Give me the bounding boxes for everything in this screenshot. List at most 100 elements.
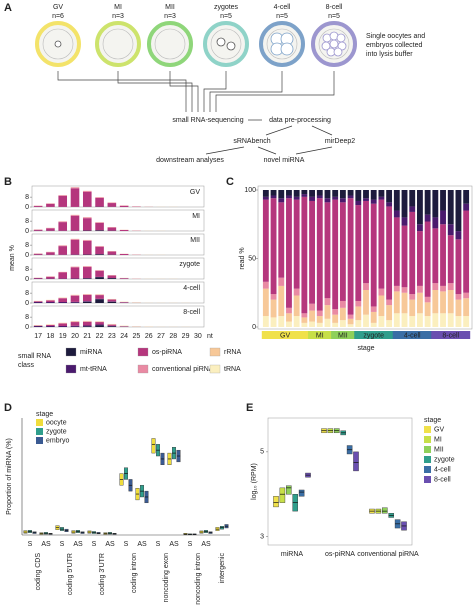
- x-axis-title: stage: [357, 345, 374, 352]
- bar-segment: [447, 313, 454, 327]
- bar-segment: [107, 203, 117, 207]
- bar-segment: [95, 325, 104, 327]
- bar-segment: [95, 322, 104, 325]
- box: [279, 487, 286, 503]
- x-tick-label: 22: [96, 333, 104, 340]
- nucleus: [54, 40, 62, 48]
- legend-swatch: [36, 419, 43, 426]
- stage-label: MI: [316, 332, 324, 339]
- bar-segment: [424, 221, 431, 297]
- stage-band: [361, 331, 371, 339]
- y-tick-label: 0: [25, 276, 29, 283]
- stage-band: [292, 331, 301, 339]
- panel-label: D: [4, 402, 12, 414]
- stage-band: [400, 331, 409, 339]
- bar-segment: [95, 197, 104, 198]
- region-label: intergenic: [219, 553, 226, 584]
- stage-label: GV: [280, 332, 290, 339]
- strand-label: AS: [73, 541, 83, 548]
- bar-segment: [386, 206, 393, 300]
- legend-swatch: [65, 364, 77, 374]
- bar-segment: [82, 191, 92, 207]
- stage-band: [354, 331, 363, 339]
- strand-label: AS: [169, 541, 179, 548]
- bar-segment: [393, 217, 400, 286]
- stage-band: [392, 331, 401, 339]
- bar-segment: [46, 203, 55, 207]
- bar-segment: [447, 235, 454, 284]
- box: [298, 489, 305, 497]
- cell-label: 4-cell: [274, 4, 291, 11]
- bar-segment: [440, 285, 446, 292]
- bar-segment: [409, 211, 416, 295]
- y-tick-label: 0: [25, 300, 29, 307]
- bar-segment: [278, 202, 285, 278]
- bar-segment: [316, 322, 323, 327]
- bar-segment: [455, 190, 462, 232]
- bar-segment: [386, 190, 393, 203]
- bar-segment: [309, 200, 316, 304]
- bar-segment: [58, 195, 68, 207]
- bar-segment: [95, 270, 104, 277]
- bar-segment: [46, 276, 55, 279]
- bar-segment: [95, 246, 104, 247]
- bar-segment: [301, 313, 308, 318]
- bar-segment: [301, 190, 308, 195]
- legend-swatch: [209, 347, 221, 357]
- panel-label: E: [246, 402, 253, 414]
- bar-segment: [309, 321, 316, 327]
- stage-band: [454, 331, 463, 339]
- bar-segment: [355, 320, 362, 327]
- legend-label: oocyte: [46, 419, 67, 426]
- y-tick-label: 0: [25, 204, 29, 211]
- bar-segment: [278, 277, 285, 286]
- bar-segment: [409, 299, 416, 317]
- y-axis-title: log₁₀ (RPM): [251, 463, 258, 500]
- bar-segment: [339, 320, 346, 327]
- y-tick-label: 8: [25, 242, 29, 249]
- bar-segment: [278, 316, 285, 327]
- caption: embryos collected: [366, 42, 423, 49]
- bar-segment: [463, 190, 470, 204]
- legend-title: stage: [36, 411, 53, 418]
- bar-segment: [447, 190, 454, 225]
- strand-label: S: [92, 541, 97, 548]
- bar-segment: [293, 199, 300, 289]
- cell-inner: [102, 28, 134, 60]
- bar-segment: [82, 266, 92, 268]
- y-tick-label: 100: [244, 187, 256, 194]
- bar-segment: [440, 224, 446, 286]
- bar-segment: [293, 190, 300, 197]
- bar-segment: [70, 267, 80, 279]
- x-tick-label: miRNA: [281, 551, 303, 558]
- bar-segment: [455, 294, 462, 300]
- legend-swatch: [137, 347, 149, 357]
- bar-segment: [440, 291, 446, 314]
- bar-segment: [293, 288, 300, 296]
- bar-segment: [378, 295, 385, 317]
- bar-segment: [278, 190, 285, 199]
- bar-segment: [324, 298, 331, 306]
- bar-segment: [347, 314, 354, 319]
- bar-segment: [107, 326, 117, 327]
- bar-segment: [262, 196, 269, 200]
- legend-label: MII: [434, 446, 444, 453]
- bar-segment: [58, 302, 68, 303]
- bar-segment: [301, 196, 308, 314]
- strand-label: AS: [105, 541, 115, 548]
- bar-segment: [463, 292, 470, 299]
- bar-segment: [58, 246, 68, 255]
- x-tick-label: 30: [194, 333, 202, 340]
- bar-segment: [46, 302, 55, 303]
- bar-segment: [107, 324, 117, 326]
- bar-segment: [378, 199, 385, 289]
- y-tick-label: 8: [25, 314, 29, 321]
- strand-label: AS: [201, 541, 211, 548]
- x-tick-label: 20: [71, 333, 79, 340]
- stage-band: [408, 331, 417, 339]
- bar-segment: [46, 228, 55, 231]
- y-axis-title: Proportion of miRNA (%): [6, 438, 13, 515]
- bar-segment: [332, 309, 339, 315]
- bar-segment: [95, 254, 104, 255]
- bar-segment: [119, 278, 129, 279]
